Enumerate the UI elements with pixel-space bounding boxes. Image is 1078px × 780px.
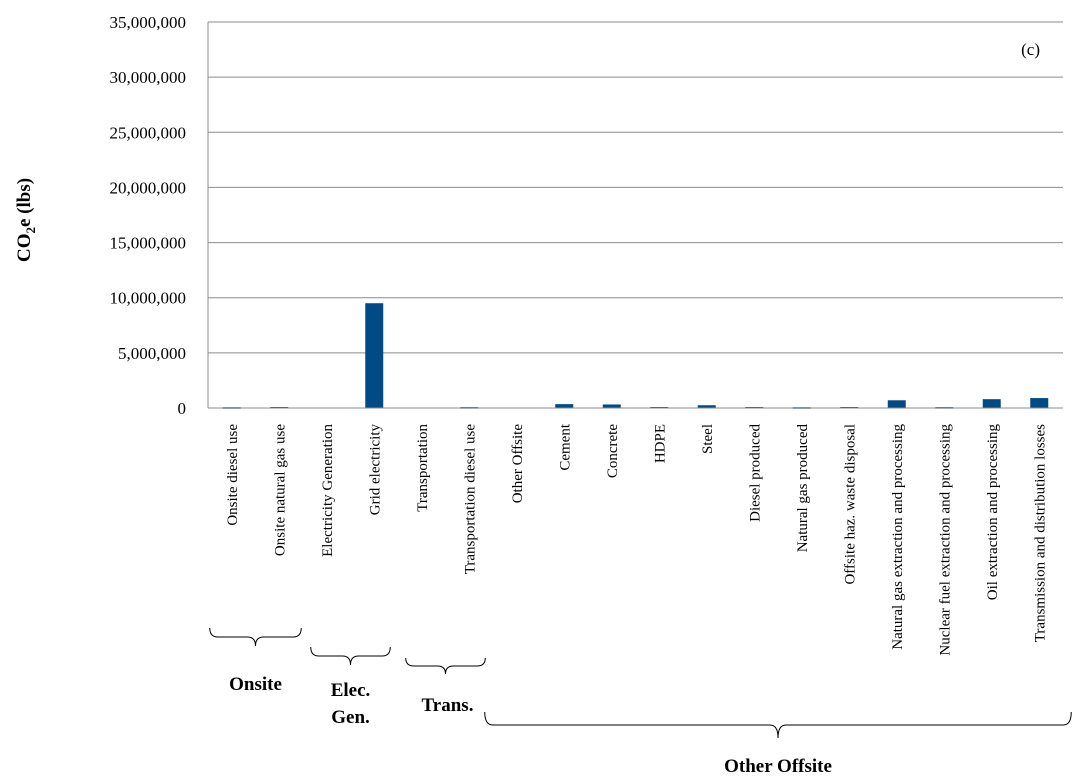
x-tick-label: Transportation diesel use	[462, 424, 478, 575]
bar	[1030, 398, 1049, 408]
x-tick-label: Oil extraction and processing	[985, 424, 1001, 601]
y-axis-title-part: CO	[14, 234, 35, 263]
x-tick-label: Onsite natural gas use	[272, 424, 288, 556]
bar	[365, 303, 384, 408]
x-tick-label: Cement	[557, 423, 573, 470]
group-brace	[405, 657, 486, 675]
x-tick-label: Diesel produced	[747, 424, 763, 522]
x-tick-label: Grid electricity	[367, 424, 383, 516]
y-tick-label: 30,000,000	[110, 68, 187, 87]
y-axis-title-part: e (lbs)	[14, 178, 35, 227]
x-tick-label: Natural gas produced	[795, 424, 811, 553]
x-tick-label: Offsite haz. waste disposal	[842, 424, 858, 585]
y-tick-label: 10,000,000	[110, 289, 187, 308]
group-label: Other Offsite	[724, 756, 832, 777]
group-label: Trans.	[422, 695, 474, 716]
y-tick-label: 0	[178, 399, 187, 418]
y-tick-label: 15,000,000	[110, 234, 187, 253]
bar	[555, 404, 574, 408]
gridlines	[208, 21, 1063, 354]
y-tick-label: 20,000,000	[110, 178, 187, 197]
x-tick-label: Transportation	[415, 424, 431, 512]
bar	[982, 399, 1001, 408]
y-tick-label: 5,000,000	[118, 344, 186, 363]
x-tick-label: Onsite diesel use	[225, 424, 241, 526]
category-group-braces: Onsite Elec. Gen. Trans. Other Offsite	[209, 627, 1072, 777]
bar	[602, 404, 621, 408]
y-tick-label: 25,000,000	[110, 123, 187, 142]
y-axis-title: CO2e (lbs)	[14, 178, 38, 262]
group-brace	[484, 711, 1072, 739]
y-axis-ticks: 0 5,000,000 10,000,000 15,000,000 20,000,000…	[110, 13, 187, 418]
axes	[207, 22, 1063, 409]
x-tick-label: Natural gas extraction and processing	[890, 424, 906, 650]
bar	[697, 405, 716, 408]
x-tick-label: Other Offsite	[510, 424, 526, 504]
panel-label: (c)	[1021, 40, 1040, 59]
x-tick-label: HDPE	[652, 424, 668, 463]
bars	[222, 303, 1049, 409]
x-tick-label: Concrete	[605, 424, 621, 478]
group-label: Onsite	[229, 674, 282, 695]
x-tick-label: Transmission and distribution losses	[1032, 424, 1048, 642]
x-axis-category-labels: Onsite diesel use Onsite natural gas use E…	[225, 423, 1049, 655]
group-label: Gen.	[331, 707, 370, 728]
group-brace	[209, 627, 302, 647]
bar	[887, 400, 906, 408]
x-tick-label: Electricity Generation	[320, 424, 336, 557]
group-brace	[310, 646, 391, 666]
x-tick-label: Nuclear fuel extraction and processing	[937, 424, 953, 656]
group-label: Elec.	[331, 680, 371, 701]
x-tick-label: Steel	[700, 424, 716, 454]
y-tick-label: 35,000,000	[110, 13, 187, 32]
y-axis-title-subscript: 2	[23, 227, 38, 234]
